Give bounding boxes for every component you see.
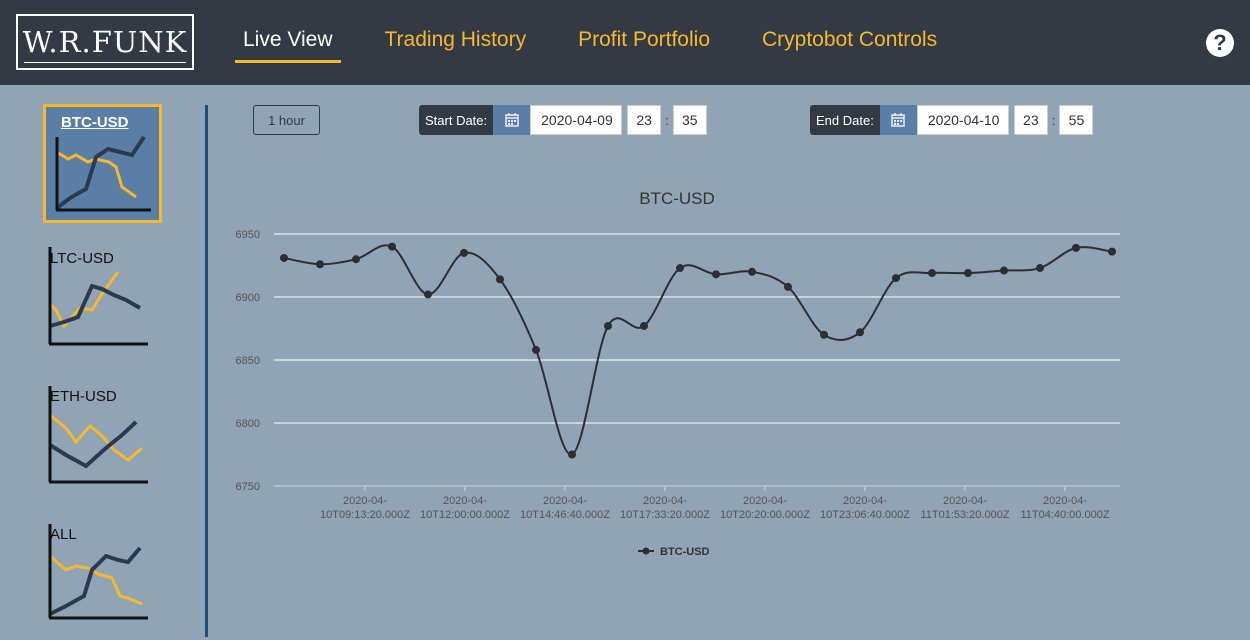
- y-tick-label: 6950: [236, 229, 260, 241]
- sidebar-item-all[interactable]: ALL: [36, 518, 154, 636]
- data-point[interactable]: [352, 255, 360, 264]
- calendar-icon[interactable]: [879, 105, 917, 135]
- nav-trading-history[interactable]: Trading History: [384, 28, 527, 51]
- data-point[interactable]: [604, 321, 612, 330]
- end-hour-input[interactable]: 23: [1013, 105, 1048, 135]
- legend-item-btc-usd: BTC-USD: [660, 546, 710, 558]
- x-tick-label: 2020-04-10T09:13:20.000Z: [320, 495, 410, 521]
- x-tick-label: 2020-04-11T01:53:20.000Z: [920, 495, 1009, 521]
- data-point[interactable]: [640, 321, 648, 330]
- x-tick-label: 2020-04-10T12:00:00.000Z: [420, 495, 510, 521]
- end-minute-input[interactable]: 55: [1059, 105, 1094, 135]
- sidebar-item-label: BTC-USD: [61, 114, 129, 131]
- data-point[interactable]: [676, 264, 684, 273]
- nav-profit-portfolio[interactable]: Profit Portfolio: [578, 28, 710, 51]
- start-date-input[interactable]: 2020-04-09: [530, 105, 623, 135]
- question-circle-icon[interactable]: ?: [1206, 29, 1234, 57]
- data-point[interactable]: [424, 290, 432, 299]
- data-point[interactable]: [388, 242, 396, 251]
- data-point[interactable]: [856, 328, 864, 337]
- chart-thumbnail-icon: [55, 135, 151, 212]
- y-tick-label: 6750: [236, 481, 260, 493]
- chart-title: BTC-USD: [639, 189, 715, 208]
- data-point[interactable]: [1072, 243, 1080, 252]
- data-point[interactable]: [1000, 266, 1008, 275]
- main-nav: Live View Trading History Profit Portfol…: [235, 28, 981, 63]
- brand-logo[interactable]: W.R.FUNK: [16, 14, 194, 70]
- end-date-label: End Date:: [810, 105, 880, 135]
- end-date-group: End Date: 2020-04-10 23 : 55: [810, 105, 1094, 135]
- range-1-hour-button[interactable]: 1 hour: [253, 105, 320, 135]
- data-point[interactable]: [1108, 247, 1116, 256]
- y-tick-label: 6900: [236, 292, 260, 304]
- data-point[interactable]: [496, 275, 504, 284]
- chart-thumbnail-icon: [48, 386, 148, 484]
- data-point[interactable]: [316, 260, 324, 269]
- chart-legend[interactable]: BTC-USD: [638, 546, 710, 558]
- data-point[interactable]: [892, 274, 900, 283]
- time-separator: :: [665, 112, 669, 128]
- y-tick-label: 6850: [236, 355, 260, 367]
- data-point[interactable]: [280, 253, 288, 262]
- time-separator: :: [1051, 112, 1056, 128]
- nav-live-view[interactable]: Live View: [235, 28, 341, 63]
- btc-usd-chart: BTC-USD 6750 6800 6850 6900 6950 2020-04-10T…: [236, 189, 1120, 558]
- x-tick-label: 2020-04-10T23:06:40.000Z: [820, 495, 910, 521]
- data-point[interactable]: [820, 330, 828, 339]
- logo-text: W.R.FUNK: [22, 25, 188, 59]
- x-tick-label: 2020-04-10T14:46:40.000Z: [520, 495, 610, 521]
- x-tick-label: 2020-04-10T20:20:00.000Z: [720, 495, 810, 521]
- data-point[interactable]: [460, 248, 468, 257]
- data-point[interactable]: [748, 267, 756, 276]
- sidebar-item-label: ALL: [50, 526, 77, 543]
- chart-thumbnail-icon: [48, 524, 148, 620]
- nav-cryptobot-controls[interactable]: Cryptobot Controls: [762, 28, 938, 51]
- data-point[interactable]: [928, 269, 936, 278]
- chart-thumbnail-icon: [48, 247, 148, 346]
- sidebar-item-label: LTC-USD: [50, 250, 114, 267]
- sidebar-divider: [205, 105, 208, 637]
- calendar-icon[interactable]: [493, 105, 531, 135]
- start-date-label: Start Date:: [419, 105, 494, 135]
- data-point[interactable]: [568, 450, 576, 459]
- data-point[interactable]: [532, 345, 540, 354]
- y-tick-label: 6800: [236, 418, 260, 430]
- x-tick-label: 2020-04-10T17:33:20.000Z: [620, 495, 710, 521]
- data-point[interactable]: [1036, 264, 1044, 273]
- sidebar-item-btc-usd[interactable]: BTC-USD: [43, 104, 162, 223]
- data-point[interactable]: [712, 270, 720, 279]
- sidebar-item-eth-usd[interactable]: ETH-USD: [36, 380, 154, 498]
- top-navbar: W.R.FUNK Live View Trading History Profi…: [0, 0, 1250, 85]
- data-point[interactable]: [784, 282, 792, 291]
- data-point[interactable]: [964, 269, 972, 278]
- start-hour-input[interactable]: 23: [627, 105, 662, 135]
- start-minute-input[interactable]: 35: [672, 105, 707, 135]
- sidebar-item-label: ETH-USD: [50, 388, 117, 405]
- x-tick-label: 2020-04-11T04:40:00.000Z: [1020, 495, 1109, 521]
- sidebar-item-ltc-usd[interactable]: LTC-USD: [36, 242, 154, 360]
- start-date-group: Start Date: 2020-04-09 23 : 35: [419, 105, 707, 135]
- end-date-input[interactable]: 2020-04-10: [916, 105, 1009, 135]
